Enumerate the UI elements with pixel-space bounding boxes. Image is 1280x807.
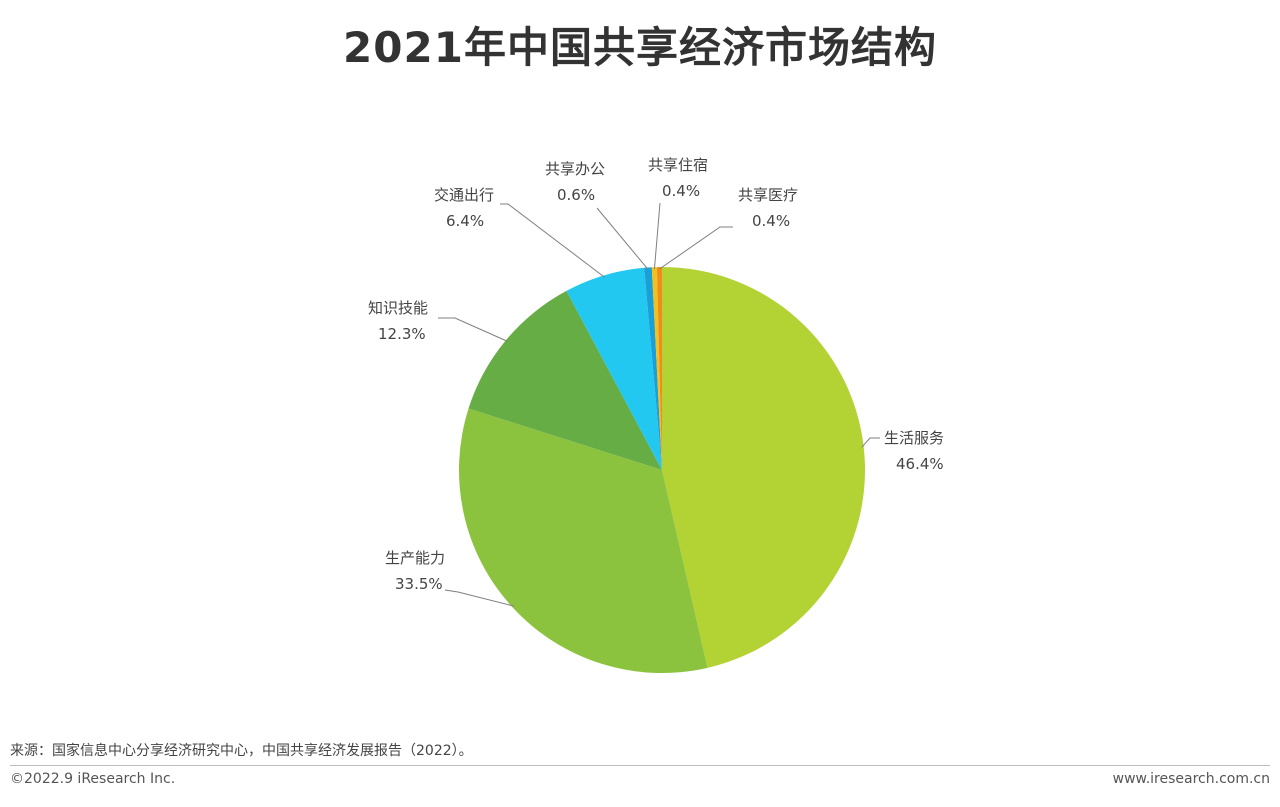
- source-note: 来源：国家信息中心分享经济研究中心，中国共享经济发展报告（2022）。: [10, 743, 473, 759]
- pie-slice-5: [644, 267, 662, 470]
- slice-value-label-7: 0.4%: [752, 212, 790, 230]
- pie-chart: 生活服务 46.4% 生产能力 33.5% 知识技能 12.3% 交通出行 6.4% 共享办公 0…: [368, 156, 944, 674]
- leader-line-1: [861, 437, 880, 448]
- pie-slice-1: [662, 267, 865, 668]
- slice-value-label-2: 33.5%: [395, 575, 443, 593]
- slice-category-label-4: 交通出行: [434, 186, 494, 204]
- pie-slice-6: [651, 267, 662, 470]
- slice-category-label-5: 共享办公: [545, 160, 605, 178]
- slice-category-label-1: 生活服务: [884, 429, 944, 447]
- leader-line-3: [438, 317, 508, 342]
- website-text: www.iresearch.com.cn: [1112, 771, 1270, 787]
- footer-divider: [10, 765, 1270, 766]
- leader-line-6: [653, 202, 661, 270]
- slice-category-label-6: 共享住宿: [648, 156, 708, 174]
- slice-category-label-7: 共享医疗: [738, 186, 798, 204]
- slice-value-label-5: 0.6%: [557, 186, 595, 204]
- leader-line-5: [596, 207, 649, 270]
- leader-line-7: [659, 226, 733, 270]
- pie-slice-7: [656, 267, 662, 470]
- slice-category-label-3: 知识技能: [368, 299, 428, 317]
- slice-category-label-2: 生产能力: [385, 549, 445, 567]
- pie-slice-2: [458, 408, 708, 674]
- copyright-text: ©2022.9 iResearch Inc.: [10, 771, 176, 787]
- slice-value-label-6: 0.4%: [662, 182, 700, 200]
- slice-value-label-4: 6.4%: [446, 212, 484, 230]
- slice-value-label-3: 12.3%: [378, 325, 426, 343]
- leader-line-4: [500, 203, 606, 278]
- pie-slice-4: [566, 267, 662, 470]
- chart-title: 2021年中国共享经济市场结构: [343, 23, 937, 72]
- pie-slice-3: [468, 290, 662, 470]
- leader-line-2: [444, 589, 515, 607]
- slice-value-label-1: 46.4%: [896, 455, 944, 473]
